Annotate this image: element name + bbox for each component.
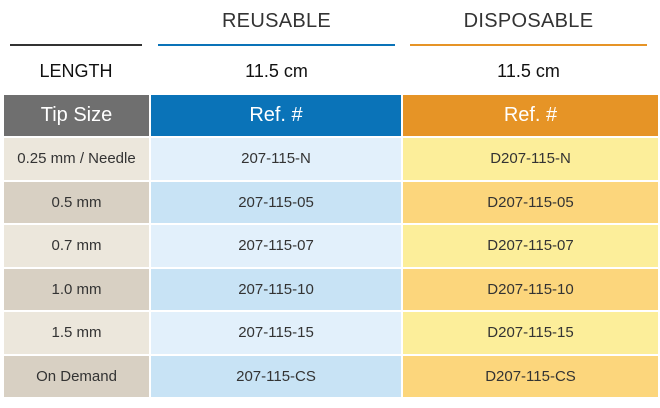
length-disposable-value: 11.5 cm xyxy=(497,61,560,81)
reusable-ref-cell: 207-115-15 xyxy=(151,312,401,354)
table-row: 0.25 mm / Needle 207-115-N D207-115-N xyxy=(4,138,658,180)
tip-size-cell: 1.0 mm xyxy=(4,268,149,310)
reusable-header: REUSABLE xyxy=(221,10,332,32)
disposable-header: DISPOSABLE xyxy=(463,10,594,32)
tip-size-column-header: Tip Size xyxy=(4,95,149,136)
table-row: On Demand 207-115-CS D207-115-CS xyxy=(4,355,658,397)
disposable-ref-cell: D207-115-N xyxy=(403,138,658,180)
disposable-ref-cell: D207-115-10 xyxy=(403,268,658,310)
disposable-ref-column-header: Ref. # xyxy=(403,95,658,136)
disposable-ref-cell: D207-115-05 xyxy=(403,181,658,223)
tip-size-cell: 1.5 mm xyxy=(4,312,149,354)
length-label: LENGTH xyxy=(39,61,113,81)
reusable-rule xyxy=(158,44,395,46)
disposable-ref-cell: D207-115-15 xyxy=(403,312,658,354)
disposable-ref-cell: D207-115-07 xyxy=(403,225,658,267)
reusable-ref-cell: 207-115-N xyxy=(151,138,401,180)
table-row: 0.7 mm 207-115-07 D207-115-07 xyxy=(4,225,658,267)
reusable-ref-cell: 207-115-10 xyxy=(151,268,401,310)
reusable-ref-cell: 207-115-07 xyxy=(151,225,401,267)
tip-size-cell: 0.7 mm xyxy=(4,225,149,267)
table-header-row: Tip Size Ref. # Ref. # xyxy=(4,95,658,136)
reusable-ref-cell: 207-115-CS xyxy=(151,355,401,397)
disposable-ref-cell: D207-115-CS xyxy=(403,355,658,397)
table-row: 0.5 mm 207-115-05 D207-115-05 xyxy=(4,181,658,223)
reusable-ref-column-header: Ref. # xyxy=(151,95,401,136)
table-row: 1.0 mm 207-115-10 D207-115-10 xyxy=(4,268,658,310)
disposable-rule xyxy=(410,44,647,46)
tip-size-cell: 0.5 mm xyxy=(4,181,149,223)
header-rule-left xyxy=(10,44,142,46)
length-reusable-value: 11.5 cm xyxy=(245,61,308,81)
tip-size-cell: 0.25 mm / Needle xyxy=(4,138,149,180)
table-row: 1.5 mm 207-115-15 D207-115-15 xyxy=(4,312,658,354)
tip-size-cell: On Demand xyxy=(4,355,149,397)
tip-size-table: Tip Size Ref. # Ref. # 0.25 mm / Needle … xyxy=(2,93,660,399)
reusable-ref-cell: 207-115-05 xyxy=(151,181,401,223)
